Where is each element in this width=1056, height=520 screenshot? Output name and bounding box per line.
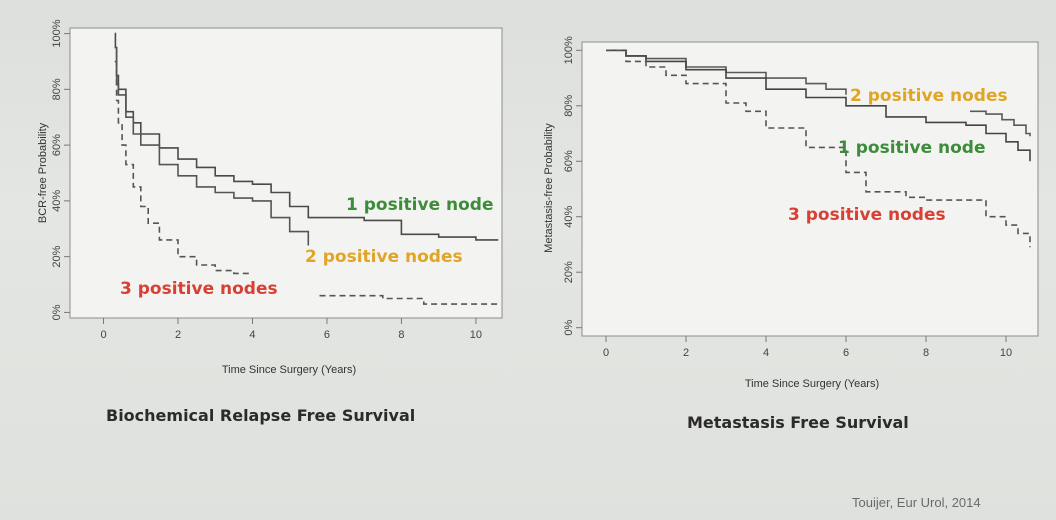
x-tick-label: 6	[324, 329, 330, 341]
x-tick-label: 0	[603, 347, 609, 359]
metastasis-free-survival-chart: 0 2 4 6 8 100%20%40%60%80%100% Metastasis-fre…	[543, 36, 1039, 390]
x-tick-label: 2	[683, 347, 689, 359]
x-axis-label: Time Since Surgery (Years)	[222, 364, 356, 376]
y-tick-label: 40%	[563, 206, 575, 228]
x-tick-label: 8	[923, 347, 929, 359]
plot-frame	[581, 41, 1039, 337]
chart-caption-metastasis: Metastasis Free Survival	[687, 413, 909, 432]
survival-curve-3-positive-nodes	[114, 60, 253, 275]
annotation-2-positive-nodes: 2 positive nodes	[850, 86, 1008, 106]
annotation-3-positive-nodes: 3 positive nodes	[788, 205, 946, 225]
bcr-free-survival-chart: 0 2 4 6 8 100%20%40%60%80%100% BCR-free Proba…	[37, 19, 503, 376]
survival-curve-3-positive-nodes	[319, 294, 499, 305]
survival-curve-3-positive-nodes	[606, 49, 1031, 248]
y-tick-label: 0%	[563, 320, 575, 336]
y-tick-label: 100%	[563, 36, 575, 64]
annotation-2-positive-nodes: 2 positive nodes	[305, 247, 463, 267]
annotation-3-positive-nodes: 3 positive nodes	[120, 279, 278, 299]
annotation-1-positive-node: 1 positive node	[346, 195, 494, 215]
survival-curves	[606, 49, 1031, 248]
x-tick-label: 2	[175, 329, 181, 341]
y-tick-label: 20%	[563, 261, 575, 283]
chart-caption-bcr: Biochemical Relapse Free Survival	[106, 406, 416, 425]
x-tick-label: 4	[763, 347, 769, 359]
survival-curve-1-positive-node	[606, 49, 1031, 162]
axes: 0 2 4 6 8 100%20%40%60%80%100%	[563, 36, 1012, 359]
y-tick-label: 60%	[563, 150, 575, 172]
y-tick-label: 0%	[51, 304, 63, 320]
x-tick-label: 4	[249, 329, 255, 341]
survival-curve-2-positive-nodes	[114, 46, 310, 246]
y-tick-label: 80%	[563, 95, 575, 117]
x-tick-label: 0	[100, 329, 106, 341]
axes: 0 2 4 6 8 100%20%40%60%80%100%	[51, 19, 482, 341]
y-tick-label: 60%	[51, 134, 63, 156]
survival-curves	[114, 32, 499, 305]
y-tick-label: 40%	[51, 190, 63, 212]
x-axis-label: Time Since Surgery (Years)	[745, 378, 879, 390]
x-tick-label: 10	[470, 329, 482, 341]
plot-frame	[69, 27, 503, 319]
y-tick-label: 100%	[51, 19, 63, 47]
y-tick-label: 80%	[51, 78, 63, 100]
survival-curve-2-positive-nodes	[970, 110, 1031, 137]
x-tick-label: 8	[398, 329, 404, 341]
survival-curve-1-positive-node	[114, 32, 499, 241]
y-tick-label: 20%	[51, 245, 63, 267]
x-tick-label: 6	[843, 347, 849, 359]
y-axis-label: BCR-free Probability	[37, 122, 49, 223]
y-axis-label: Metastasis-free Probability	[543, 123, 555, 253]
annotation-1-positive-node: 1 positive node	[838, 138, 986, 158]
citation: Touijer, Eur Urol, 2014	[852, 495, 981, 510]
x-tick-label: 10	[1000, 347, 1012, 359]
